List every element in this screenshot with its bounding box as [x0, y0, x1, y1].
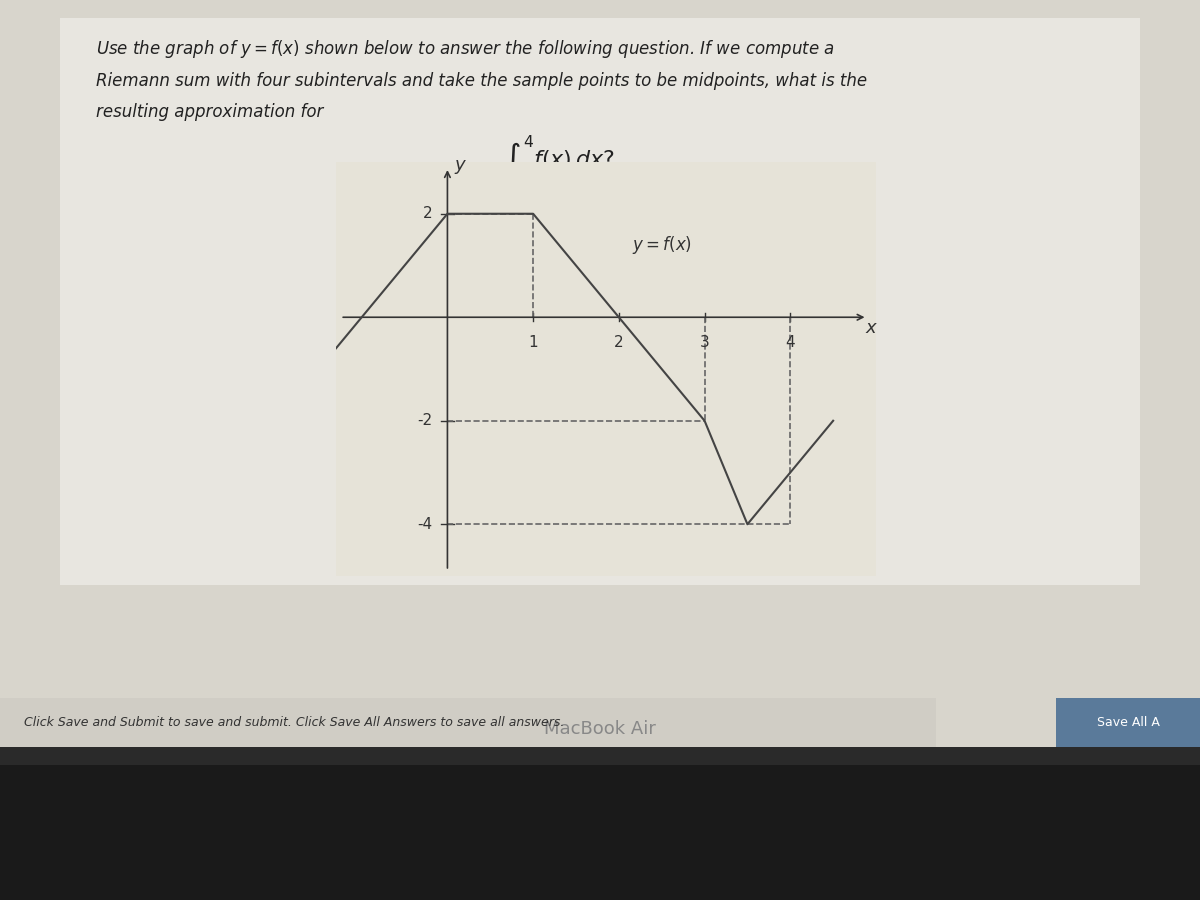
Bar — [1056, 698, 1200, 747]
Text: 3: 3 — [700, 336, 709, 350]
Text: MacBook Air: MacBook Air — [544, 719, 656, 737]
Bar — [0, 698, 936, 747]
Text: 2: 2 — [422, 206, 432, 221]
Text: 1: 1 — [528, 336, 538, 350]
Text: -4: -4 — [416, 517, 432, 532]
Text: resulting approximation for: resulting approximation for — [96, 103, 323, 121]
Text: $x$: $x$ — [865, 319, 878, 337]
Text: 4: 4 — [786, 336, 796, 350]
Bar — [0, 747, 1200, 900]
Bar — [60, 18, 1140, 585]
Text: $\int_0^4 f(x)\, dx$?: $\int_0^4 f(x)\, dx$? — [504, 133, 614, 181]
Text: Riemann sum with four subintervals and take the sample points to be midpoints, w: Riemann sum with four subintervals and t… — [96, 71, 868, 89]
Text: Use the graph of $y = f(x)$ shown below to answer the following question. If we : Use the graph of $y = f(x)$ shown below … — [96, 38, 835, 60]
Bar — [0, 765, 1200, 900]
Text: Click Save and Submit to save and submit. Click Save All Answers to save all ans: Click Save and Submit to save and submit… — [24, 716, 564, 729]
Text: -2: -2 — [416, 413, 432, 428]
Text: $y = f(x)$: $y = f(x)$ — [631, 234, 691, 256]
Text: 2: 2 — [614, 336, 624, 350]
Text: Save All A: Save All A — [1097, 716, 1159, 729]
Text: $y$: $y$ — [454, 158, 467, 176]
